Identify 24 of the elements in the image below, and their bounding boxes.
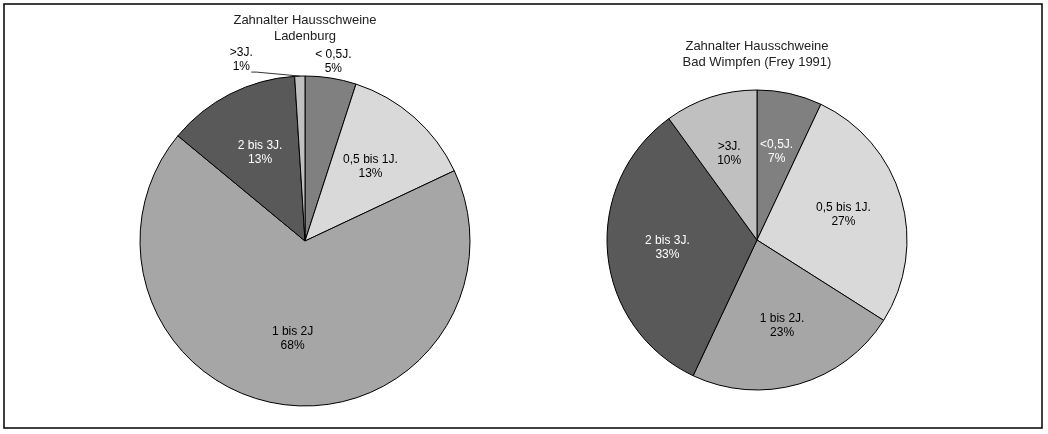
slice-label: 1 bis 2J. (759, 311, 805, 326)
slice-label: 2 bis 3J. (237, 137, 283, 152)
slice-label: 2 bis 3J. (645, 233, 690, 248)
slice-label: <0,5J. (760, 137, 794, 152)
data-label: 27% (831, 213, 856, 228)
data-label: 13% (248, 151, 273, 166)
slice-label: 0,5 bis 1J. (343, 151, 398, 166)
data-label: 13% (358, 165, 383, 180)
data-label: 10% (717, 153, 742, 168)
chart-title: Zahnalter Hausschweine (233, 12, 377, 27)
data-label: 1% (232, 59, 251, 74)
slice-label: >3J. (717, 139, 741, 154)
slice-label: 1 bis 2J (271, 324, 314, 339)
data-label: 23% (770, 325, 795, 340)
slice-label: 0,5 bis 1J. (816, 199, 871, 214)
data-label: 5% (324, 61, 343, 76)
chart-subtitle: Ladenburg (273, 28, 337, 43)
data-label: 7% (767, 151, 786, 166)
chart-subtitle: Bad Wimpfen (Frey 1991) (682, 54, 832, 69)
data-label: 68% (280, 338, 305, 353)
data-label: 33% (655, 247, 680, 262)
slice-label: >3J. (229, 45, 253, 60)
slice-label: < 0,5J. (315, 47, 352, 62)
chart-title: Zahnalter Hausschweine (685, 38, 829, 53)
